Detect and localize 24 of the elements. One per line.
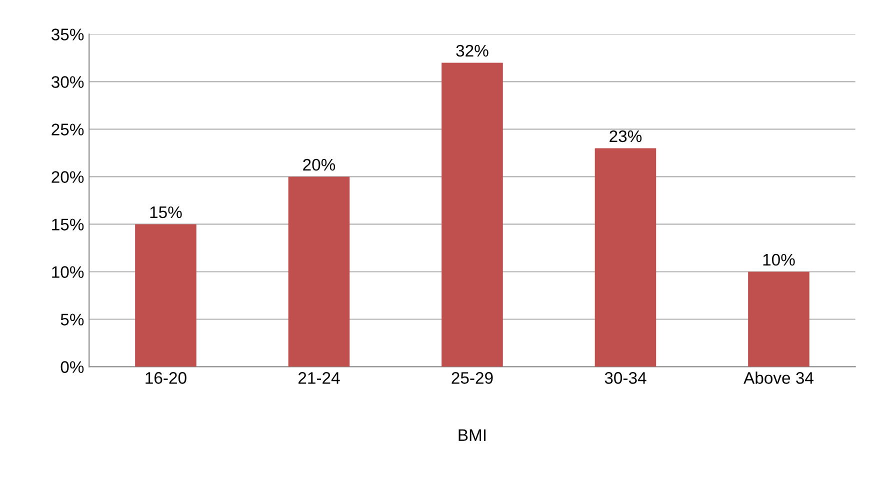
y-tick-label: 10% — [52, 266, 84, 278]
bar — [748, 272, 810, 367]
data-label: 15% — [150, 206, 182, 218]
data-label: 20% — [303, 158, 336, 171]
y-tick-label: 5% — [60, 314, 84, 326]
x-tick-label: Above 34 — [744, 372, 814, 384]
y-tick-label: 15% — [52, 218, 84, 230]
x-tick-label: 16-20 — [146, 372, 186, 384]
x-axis-title: BMI — [458, 429, 486, 441]
x-tick-label: 30-34 — [604, 372, 646, 384]
bar — [135, 224, 196, 367]
data-label: 10% — [763, 254, 795, 266]
x-tick-label: 21-24 — [298, 372, 340, 384]
y-tick-label: 35% — [52, 28, 84, 40]
x-tick-label: 25-29 — [452, 372, 493, 384]
bar — [594, 148, 656, 367]
data-label: 23% — [610, 130, 642, 142]
y-tick-label: 30% — [52, 76, 84, 88]
y-tick-label: 25% — [52, 124, 84, 136]
data-label: 32% — [456, 44, 488, 57]
y-tick-label: 0% — [60, 361, 84, 373]
bar — [442, 62, 503, 367]
y-tick-label: 20% — [52, 171, 84, 183]
bar — [288, 176, 350, 367]
